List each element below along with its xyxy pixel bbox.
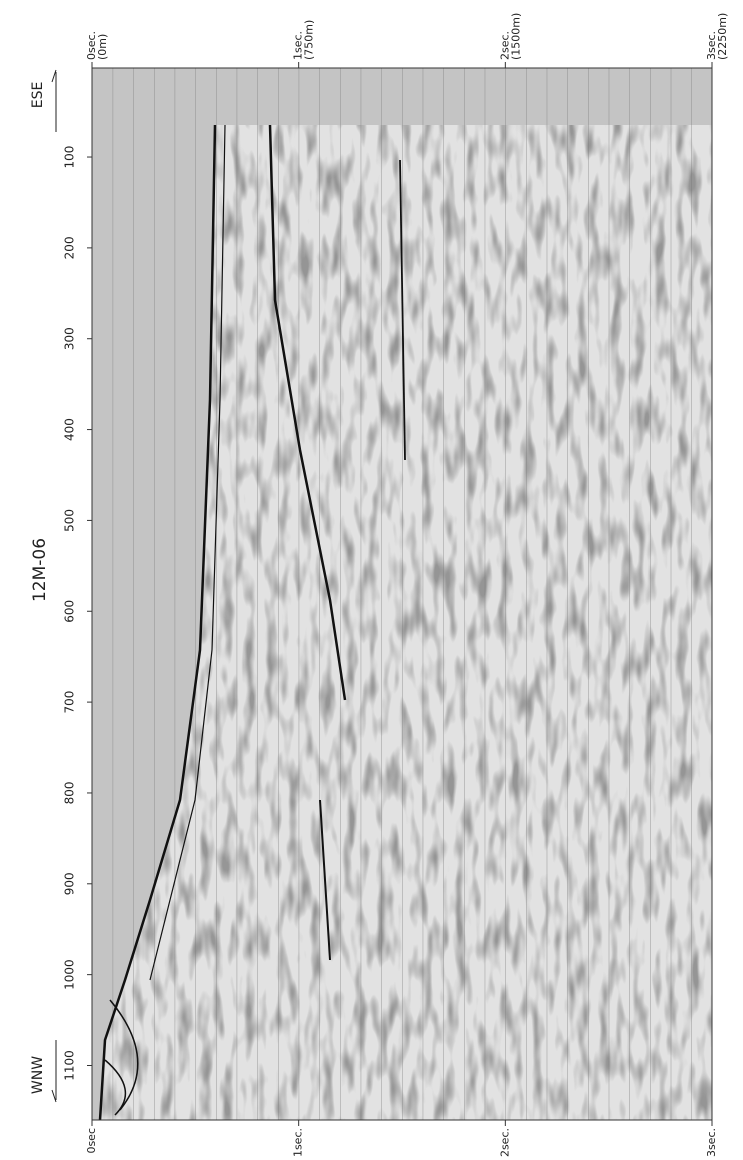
- direction-arrow: [51, 69, 57, 132]
- y-tick-label: 200: [63, 236, 77, 259]
- reflectors: [98, 124, 406, 1121]
- x-tick-label: 3sec.: [705, 1128, 718, 1157]
- direction-label: WNW: [30, 1056, 46, 1094]
- x2-tick-depth: (1500m): [509, 13, 522, 60]
- x-tick-label: 2sec.: [498, 1128, 511, 1157]
- y-tick-label: 300: [63, 327, 77, 350]
- y-tick-label: 800: [63, 782, 77, 805]
- x2-tick-label: 2sec.: [498, 31, 511, 60]
- direction-label: ESE: [30, 82, 46, 109]
- timing-lines: [92, 68, 712, 1120]
- x2-tick-label: 1sec.: [292, 31, 305, 60]
- y-tick-label: 400: [63, 418, 77, 441]
- plot-frame: [91, 67, 713, 1121]
- x2-tick-label: 0sec.: [85, 31, 98, 60]
- y-tick-label: 700: [63, 691, 77, 714]
- title: 12M-06: [30, 538, 50, 602]
- y-tick-label: 600: [63, 600, 77, 623]
- x-tick-label: 0sec: [85, 1128, 98, 1154]
- y-tick-label: 100: [63, 146, 77, 169]
- x-tick-label: 1sec.: [292, 1128, 305, 1157]
- x2-tick-label: 3sec.: [705, 31, 718, 60]
- x2-tick-depth: (0m): [96, 34, 109, 60]
- y-tick-label: 1000: [63, 959, 77, 990]
- x2-tick-depth: (2250m): [716, 13, 729, 60]
- x2-tick-depth: (750m): [303, 20, 316, 60]
- direction-arrow: [51, 1040, 57, 1103]
- y-tick-label: 1100: [63, 1050, 77, 1081]
- y-tick-label: 500: [63, 509, 77, 532]
- y-tick-label: 900: [63, 872, 77, 895]
